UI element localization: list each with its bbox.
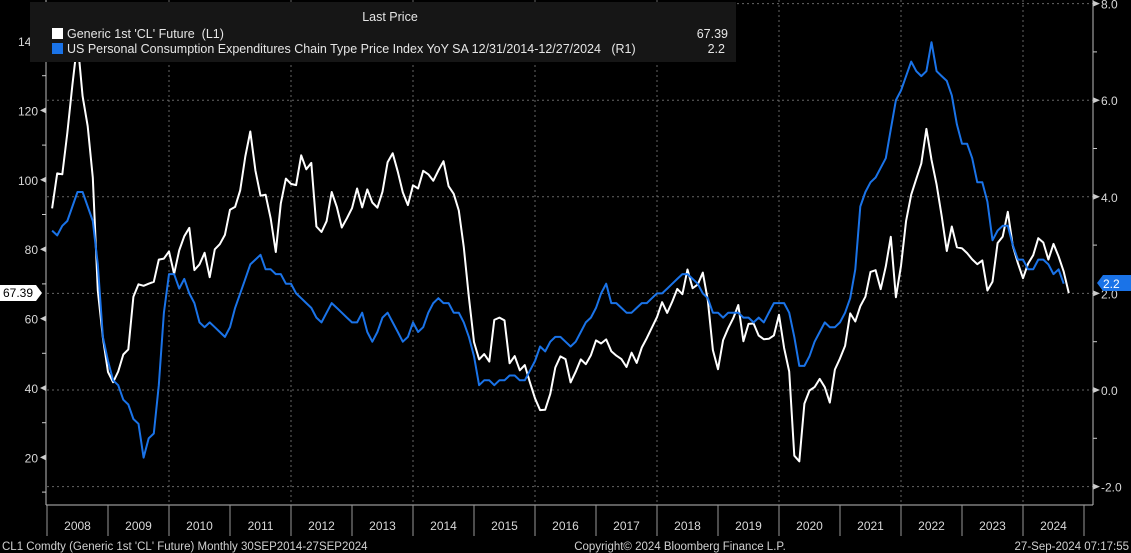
x-axis-tick-label: 2013 (369, 519, 396, 533)
right-axis-tick-label: 0.0 (1101, 384, 1118, 398)
x-axis-tick-label: 2024 (1040, 519, 1067, 533)
x-axis-tick-label: 2017 (613, 519, 640, 533)
left-tick-marker (40, 385, 46, 391)
footer-copyright: Copyright© 2024 Bloomberg Finance L.P. (574, 541, 786, 553)
x-axis-tick-label: 2018 (674, 519, 701, 533)
last-price-tag-left-text: 67.39 (3, 286, 33, 300)
right-tick-marker (1093, 193, 1100, 200)
x-axis-tick-label: 2011 (248, 519, 274, 533)
series-line-pce-yoy (51, 41, 1065, 459)
footer-timestamp: 27-Sep-2024 07:17:55 (1015, 541, 1129, 553)
right-axis-tick-label: -2.0 (1101, 481, 1122, 495)
x-axis-tick-label: 2010 (186, 519, 213, 533)
legend-value-oil: 67.39 (697, 27, 728, 41)
x-axis-tick-label: 2009 (125, 519, 152, 533)
series-line-crude-oil (51, 40, 1070, 463)
right-axis-tick-label: 4.0 (1101, 191, 1118, 205)
legend: Last Price Generic 1st 'CL' Future (L1) … (30, 2, 736, 62)
left-tick-marker (40, 176, 46, 183)
axes: -2.00.02.04.06.08.0204060801001201402008… (18, 0, 1122, 536)
legend-label-oil: Generic 1st 'CL' Future (L1) (67, 27, 224, 41)
right-axis-tick-label: 8.0 (1101, 0, 1118, 12)
x-axis-tick-label: 2021 (857, 519, 884, 533)
footer-source: CL1 Comdty (Generic 1st 'CL' Future) Mon… (2, 541, 368, 553)
legend-value-pce: 2.2 (708, 42, 725, 56)
left-tick-marker (40, 454, 46, 461)
legend-header: Last Price (362, 10, 418, 24)
last-price-tag-left: 67.39 (0, 285, 42, 301)
legend-label-pce: US Personal Consumption Expenditures Cha… (67, 42, 636, 56)
legend-swatch-oil (52, 28, 63, 39)
last-price-tag-right-text: 2.2 (1103, 277, 1120, 291)
right-tick-marker (1093, 290, 1100, 297)
x-axis-tick-label: 2023 (979, 519, 1006, 533)
left-tick-marker (40, 315, 46, 322)
x-axis-tick-label: 2012 (308, 519, 335, 533)
left-axis-tick-label: 80 (25, 243, 39, 257)
left-axis-tick-label: 20 (25, 451, 39, 465)
x-axis-tick-label: 2020 (796, 519, 823, 533)
right-tick-marker (1093, 483, 1100, 490)
right-tick-marker (1093, 0, 1100, 7)
series-layer (51, 40, 1070, 463)
x-axis-tick-label: 2022 (918, 519, 945, 533)
legend-background (30, 2, 736, 62)
left-tick-marker (40, 246, 46, 253)
x-axis-tick-label: 2015 (491, 519, 518, 533)
grid (47, 0, 1093, 505)
right-axis-tick-label: 6.0 (1101, 94, 1118, 108)
left-tick-marker (40, 107, 46, 114)
x-axis-tick-label: 2008 (64, 519, 91, 533)
x-axis-tick-label: 2014 (430, 519, 457, 533)
left-axis-tick-label: 120 (18, 104, 38, 118)
x-axis-tick-label: 2019 (735, 519, 762, 533)
right-tick-marker (1093, 97, 1100, 104)
left-axis-tick-label: 40 (25, 382, 39, 396)
left-axis-tick-label: 100 (18, 174, 38, 188)
x-axis-tick-label: 2016 (552, 519, 579, 533)
right-tick-marker (1093, 387, 1100, 393)
last-price-tag-right: 2.2 (1097, 275, 1131, 291)
left-axis-tick-label: 60 (25, 313, 39, 327)
legend-swatch-pce (52, 43, 63, 54)
